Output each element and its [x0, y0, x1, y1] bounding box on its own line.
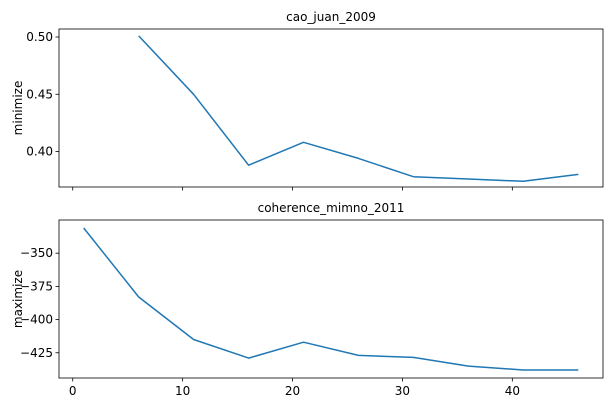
- y-tick-label: −400: [20, 313, 53, 327]
- y-axis-label: maximize: [11, 270, 25, 328]
- y-tick-label: 0.45: [26, 87, 53, 101]
- x-tick-label: 0: [69, 384, 77, 398]
- series-line: [138, 35, 579, 183]
- x-tick-label: 20: [285, 384, 300, 398]
- y-tick-label: 0.40: [26, 145, 53, 159]
- x-tick-label: 10: [175, 384, 190, 398]
- y-tick-label: −350: [20, 246, 53, 260]
- y-tick-label: −375: [20, 279, 53, 293]
- chart-title: cao_juan_2009: [286, 10, 376, 24]
- axes-frame: [58, 219, 604, 379]
- y-tick-label: −425: [20, 346, 53, 360]
- series-line: [83, 227, 579, 371]
- y-axis-label: minimize: [11, 81, 25, 136]
- subplot-coherence-mimno-2011: coherence_mimno_2011 maximize −425 −400 −375…: [11, 201, 604, 398]
- chart-title: coherence_mimno_2011: [258, 201, 405, 215]
- x-tick-label: 40: [505, 384, 520, 398]
- x-tick-label: 30: [395, 384, 410, 398]
- y-tick-label: 0.50: [26, 30, 53, 44]
- axes-frame: [58, 28, 604, 188]
